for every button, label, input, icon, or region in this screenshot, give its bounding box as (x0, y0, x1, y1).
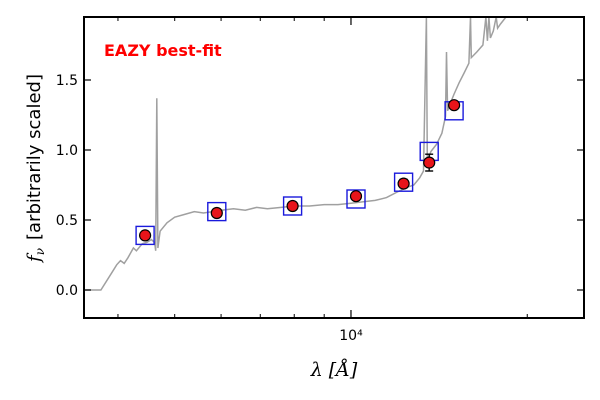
y-tick-label: 0.0 (56, 283, 78, 299)
observed-flux-point (349, 190, 363, 203)
spectrum-layer (84, 16, 584, 291)
plot-frame (83, 16, 585, 319)
model-flux-box (346, 189, 366, 209)
marker-layer (135, 99, 464, 246)
y-tick-label: 1.0 (56, 143, 78, 159)
observed-flux-point (210, 206, 223, 220)
annotation: EAZY best-fit (104, 41, 222, 60)
x-tick-label: 10⁴ (339, 328, 363, 344)
model-flux-box (207, 201, 227, 222)
model-flux-box (393, 172, 414, 192)
observed-flux-point (139, 229, 152, 242)
model-flux-box (135, 225, 155, 246)
y-axis-text: [arbitrarily scaled] (24, 74, 45, 240)
template-spectrum-line (84, 16, 584, 291)
y-tick-label: 1.5 (56, 73, 78, 89)
x-axis-unit: [Å] (329, 359, 358, 381)
observed-flux-point (448, 99, 461, 112)
observed-flux-point (397, 177, 410, 190)
x-axis-label: λ [Å] (310, 359, 358, 381)
y-tick-label: 0.5 (56, 213, 78, 229)
observed-flux-point (423, 156, 436, 169)
y-axis-symbol-sub: ν (33, 248, 47, 255)
observed-flux-point (286, 199, 299, 213)
y-axis-label: fν[arbitrarily scaled] (24, 74, 47, 264)
tick-layer: 0.0 0.5 1.0 1.5 10⁴ (56, 17, 584, 344)
x-axis-symbol: λ (310, 359, 323, 381)
model-flux-box (282, 196, 303, 216)
